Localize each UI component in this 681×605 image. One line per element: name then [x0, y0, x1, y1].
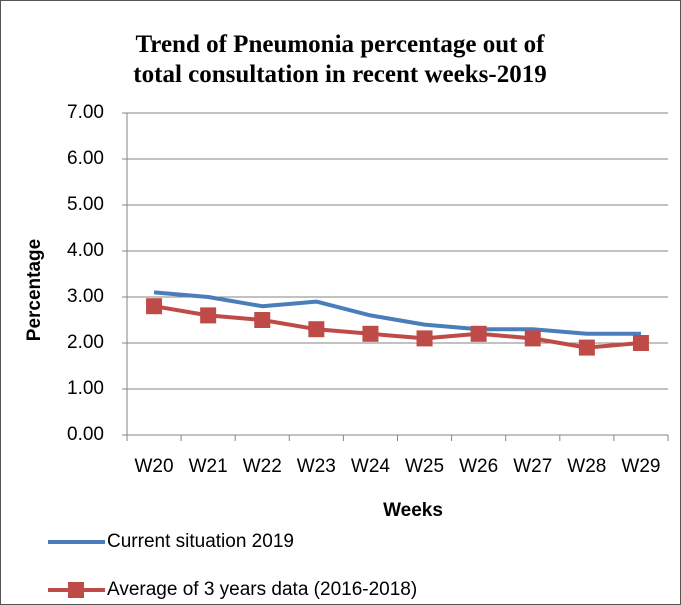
marker — [362, 325, 379, 342]
x-tick-label: W20 — [135, 456, 174, 477]
y-axis-label: Percentage — [24, 239, 45, 341]
x-tick-label: W26 — [459, 456, 498, 477]
y-tick-label: 2.00 — [67, 332, 104, 353]
marker — [308, 321, 325, 338]
x-tick-label: W22 — [243, 456, 282, 477]
chart-title: Trend of Pneumonia percentage out of tot… — [133, 31, 547, 88]
x-tick-label: W23 — [297, 456, 336, 477]
y-tick-label: 6.00 — [67, 148, 104, 169]
y-tick-label: 5.00 — [67, 194, 104, 215]
x-tick-label: W25 — [405, 456, 444, 477]
legend-marker — [68, 582, 84, 598]
series-line — [153, 290, 641, 336]
y-tick-label: 4.00 — [67, 240, 104, 261]
marker — [200, 307, 217, 324]
legend-label: Current situation 2019 — [107, 531, 294, 552]
x-tick-label: W28 — [567, 456, 606, 477]
x-tick-label: W24 — [351, 456, 391, 477]
marker — [470, 325, 487, 342]
y-tick-label: 7.00 — [67, 102, 104, 123]
x-axis-label: Weeks — [383, 500, 443, 521]
x-tick-label: W29 — [621, 456, 660, 477]
marker — [416, 330, 433, 347]
y-tick-label: 3.00 — [67, 286, 104, 307]
y-tick-label: 0.00 — [67, 424, 104, 445]
marker — [632, 335, 649, 351]
y-tick-label: 1.00 — [67, 378, 104, 399]
x-tick-label: W21 — [189, 456, 228, 477]
marker — [578, 339, 595, 356]
series-line — [153, 304, 642, 350]
legend-label: Average of 3 years data (2016-2018) — [107, 579, 417, 600]
marker — [146, 298, 163, 315]
x-tick-label: W27 — [513, 456, 552, 477]
marker — [524, 330, 541, 347]
marker — [254, 312, 271, 328]
